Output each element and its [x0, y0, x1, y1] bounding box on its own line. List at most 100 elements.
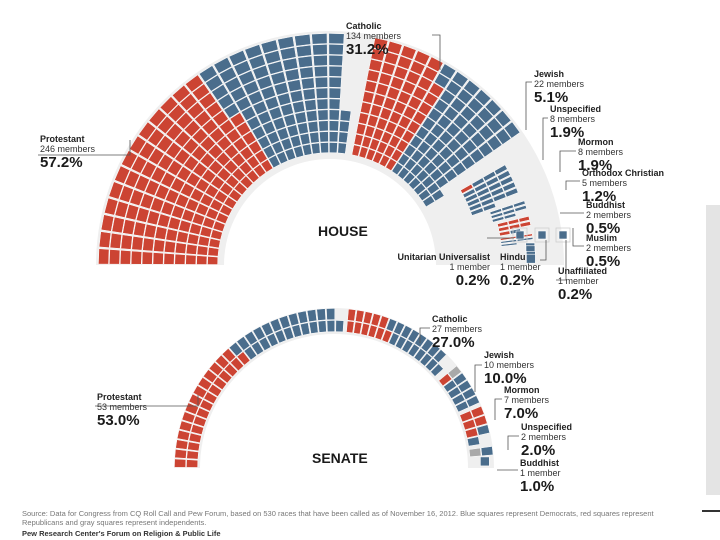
house-seat-catholic-63 — [423, 91, 439, 107]
house-seat-catholic-118 — [470, 131, 486, 148]
house-seat-protestant-137 — [225, 128, 242, 144]
house-seat-protestant-78 — [223, 196, 238, 210]
house-seat-protestant-174 — [238, 70, 256, 86]
house-seat-protestant-200 — [299, 133, 311, 146]
house-seat-protestant-35 — [199, 226, 213, 238]
senate-seat-mormon-2 — [470, 405, 485, 419]
senate-seat-catholic-17 — [401, 339, 414, 354]
house-seat-protestant-33 — [100, 214, 115, 232]
house-seat-catholic-15 — [367, 114, 379, 128]
house-seat-protestant-185 — [252, 64, 270, 80]
senate-title: SENATE — [312, 450, 368, 466]
house-seat-catholic-58 — [396, 139, 409, 153]
house-seat-protestant-226 — [315, 87, 329, 99]
house-seat-protestant-130 — [186, 101, 205, 120]
house-seat-catholic-94 — [438, 130, 454, 146]
senate-seat-protestant-12 — [181, 411, 196, 424]
house-seat-catholic-2 — [353, 133, 364, 146]
house-group-mormon — [497, 215, 531, 237]
house-seat-jewish-5 — [462, 188, 476, 199]
house-seat-frame-unaffiliated — [555, 227, 571, 243]
senate-label-count-catholic: 27 members — [432, 324, 483, 334]
house-seat-catholic-109 — [477, 107, 494, 124]
house-seat-catholic-99 — [474, 89, 492, 107]
leader-line-4 — [542, 117, 548, 160]
house-seat-protestant-230 — [312, 44, 328, 56]
house-seat-catholic-1 — [351, 144, 361, 157]
house-seat-protestant-188 — [293, 145, 304, 159]
house-seat-catholic-30 — [389, 76, 405, 91]
house-seat-catholic-20 — [381, 61, 396, 76]
house-seat-catholic-47 — [388, 134, 401, 149]
senate-label-pct-protestant: 53.0% — [97, 412, 140, 429]
house-seat-protestant-208 — [279, 46, 297, 61]
house-seat-jewish-11 — [488, 181, 502, 192]
house-seat-protestant-79 — [214, 190, 228, 204]
house-seat-protestant-172 — [247, 90, 264, 106]
house-seat-protestant-14 — [185, 243, 198, 255]
house-seat-protestant-41 — [135, 207, 150, 223]
house-seat-protestant-63 — [144, 179, 160, 197]
house-seat-catholic-108 — [469, 114, 486, 131]
house-seat-catholic-87 — [456, 88, 474, 105]
house-seat-protestant-184 — [256, 75, 273, 90]
senate-label-pct-catholic: 27.0% — [432, 334, 475, 351]
house-seat-protestant-215 — [302, 88, 316, 101]
senate-seat-catholic-6 — [362, 311, 373, 325]
house-seat-protestant-25 — [187, 233, 200, 245]
house-seat-protestant-117 — [191, 127, 209, 145]
house-seat-protestant-131 — [179, 93, 198, 112]
leader-line-12 — [95, 395, 199, 407]
senate-seat-jewish-8 — [461, 387, 477, 400]
house-seat-catholic-29 — [386, 86, 401, 101]
senate-seat-protestant-45 — [300, 322, 311, 336]
house-seat-catholic-4 — [357, 112, 370, 125]
house-seat-jewish-21 — [470, 207, 484, 216]
house-seat-protestant-42 — [125, 204, 140, 221]
house-seat-protestant-221 — [320, 142, 329, 154]
house-seat-protestant-199 — [301, 143, 313, 156]
house-seat-protestant-10 — [109, 249, 121, 265]
house-seat-protestant-236 — [328, 98, 341, 110]
senate-seat-protestant-27 — [230, 357, 244, 372]
house-seat-protestant-104 — [199, 152, 216, 169]
house-seat-catholic-134 — [431, 189, 445, 202]
house-seat-protestant-91 — [210, 175, 225, 190]
senate-seat-protestant-29 — [236, 351, 251, 366]
house-group-catholic — [351, 37, 521, 208]
house-seat-protestant-81 — [195, 178, 210, 193]
house-seat-catholic-123 — [426, 182, 440, 195]
house-seat-protestant-92 — [201, 168, 217, 184]
right-edge-shade — [706, 205, 720, 495]
house-seat-protestant-147 — [241, 131, 257, 146]
house-seat-jewish-15 — [490, 187, 505, 197]
house-seat-catholic-35 — [376, 141, 388, 155]
house-seat-protestant-135 — [239, 146, 254, 161]
house-seat-protestant-67 — [219, 204, 233, 217]
house-seat-protestant-47 — [191, 212, 206, 226]
house-seat-catholic-102 — [423, 161, 438, 176]
house-seat-protestant-222 — [319, 131, 329, 143]
house-seat-protestant-5 — [163, 253, 175, 265]
house-seat-unspecified-4 — [490, 212, 504, 219]
senate-seat-protestant-10 — [178, 420, 193, 433]
house-seat-protestant-11 — [98, 248, 110, 265]
house-seat-protestant-101 — [225, 174, 240, 189]
house-seat-protestant-170 — [257, 110, 272, 125]
house-seat-catholic-12 — [358, 146, 369, 159]
house-seat-catholic-22 — [386, 40, 403, 55]
house-seat-protestant-62 — [154, 184, 170, 201]
senate-label-count-buddhist: 1 member — [520, 468, 561, 478]
house-seat-mormon-1 — [497, 221, 509, 228]
house-seat-catholic-23 — [365, 148, 376, 161]
house-seat-catholic-85 — [443, 105, 460, 122]
house-seat-unspecified-3 — [513, 200, 526, 208]
senate-seat-catholic-14 — [393, 321, 405, 336]
house-label-name-jewish: Jewish — [534, 69, 564, 79]
house-label-name-unitarian-universalist: Unitarian Universalist — [397, 252, 490, 262]
house-seat-protestant-80 — [204, 184, 219, 199]
house-label-pct-protestant: 57.2% — [40, 154, 83, 171]
